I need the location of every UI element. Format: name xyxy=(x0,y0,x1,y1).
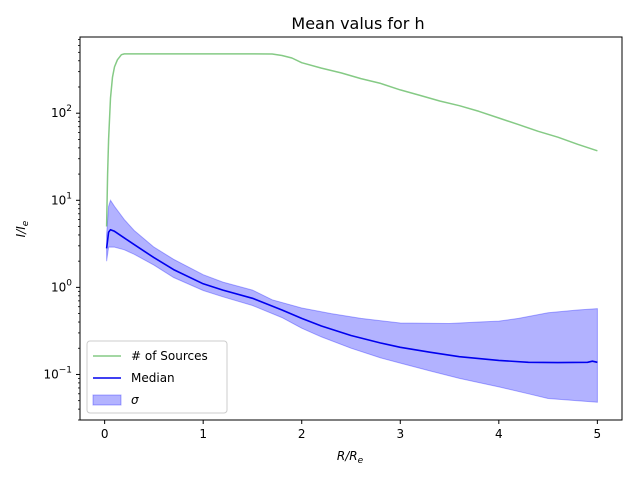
y-axis-label-sub: e xyxy=(21,220,31,226)
y-tick-label: 101 xyxy=(51,191,72,207)
y-axis-label-text: I/Ie xyxy=(14,220,31,237)
sources-line xyxy=(105,53,598,227)
chart-title: Mean valus for h xyxy=(291,14,424,33)
x-axis-label: R/Re xyxy=(337,449,364,466)
x-axis-label-main: R/R xyxy=(337,449,358,463)
axes-frame xyxy=(79,36,623,421)
y-tick-base: 10 xyxy=(43,367,58,381)
x-tick-label: 3 xyxy=(396,427,404,441)
y-tick-base: 10 xyxy=(51,193,66,207)
y-tick-label: 102 xyxy=(51,104,72,120)
legend-label: # of Sources xyxy=(131,349,208,363)
y-tick-label: 10−1 xyxy=(43,365,72,381)
band-layer xyxy=(106,199,598,403)
legend-label: σ xyxy=(131,393,139,407)
y-tick-label: 100 xyxy=(51,278,72,294)
x-tick-label: 2 xyxy=(298,427,306,441)
x-tick-label: 0 xyxy=(101,427,109,441)
x-axis-label-sub: e xyxy=(358,456,364,466)
legend: # of Sources Median σ xyxy=(86,340,228,414)
legend-label: Median xyxy=(131,371,175,385)
y-tick-exponent: 1 xyxy=(66,191,72,201)
y-tick-base: 10 xyxy=(51,280,66,294)
x-axis-label-text: R/Re xyxy=(337,449,364,466)
line-layer xyxy=(105,53,598,364)
legend-swatch-patch xyxy=(92,394,122,406)
legend-box xyxy=(86,340,228,414)
median-line xyxy=(105,228,598,364)
y-axis-label: I/Ie xyxy=(14,220,31,237)
y-tick-exponent: −1 xyxy=(59,365,72,375)
x-tick-label: 4 xyxy=(495,427,503,441)
x-tick-label: 5 xyxy=(594,427,602,441)
x-tick-label: 1 xyxy=(199,427,207,441)
y-tick-base: 10 xyxy=(51,106,66,120)
y-tick-exponent: 0 xyxy=(66,278,72,288)
y-tick-exponent: 2 xyxy=(66,104,72,114)
sigma-band xyxy=(106,199,598,403)
y-axis-label-main: I/I xyxy=(14,226,28,238)
